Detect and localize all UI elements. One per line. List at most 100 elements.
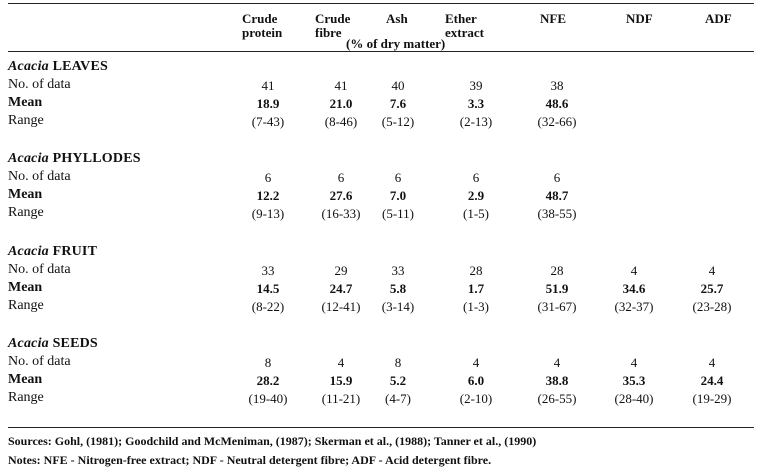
table-cell: 25.7	[700, 281, 724, 296]
table-cell: 34.6	[622, 281, 646, 296]
table-cell: 4	[472, 355, 480, 370]
table-cell: (4-7)	[385, 391, 411, 406]
col-header-line: Crude	[242, 11, 278, 26]
col-header-ash: Ash	[386, 12, 408, 26]
table-cell: (2-13)	[459, 114, 493, 129]
col-header-line: fibre	[315, 25, 342, 40]
table-cell: (28-40)	[614, 391, 654, 406]
section-part: SEEDS	[52, 336, 98, 351]
table-cell: (16-33)	[321, 206, 361, 221]
col-header-line: NFE	[540, 11, 566, 26]
table-cell: 5.8	[389, 281, 407, 296]
table-cell: 4	[553, 355, 561, 370]
table-cell: (19-29)	[692, 391, 732, 406]
table-cell: (5-11)	[381, 206, 414, 221]
table-cell: (38-55)	[537, 206, 577, 221]
table-cell: 29	[334, 263, 348, 278]
sources-note: Sources: Gohl, (1981); Goodchild and McM…	[8, 434, 537, 448]
bottom-rule	[8, 427, 754, 428]
units-note: (% of dry matter)	[346, 36, 446, 51]
row-label: Mean	[8, 280, 43, 295]
table-cell: 5.2	[389, 373, 407, 388]
table-cell: 6	[264, 170, 272, 185]
row-label: Mean	[8, 187, 43, 202]
row-label: Mean	[8, 95, 43, 110]
table-cell: 51.9	[545, 281, 569, 296]
table-cell: 6	[472, 170, 480, 185]
section-genus: Acacia	[8, 151, 49, 166]
col-header-adf: ADF	[705, 12, 732, 26]
section-genus: Acacia	[8, 59, 49, 74]
col-header-ndf: NDF	[626, 12, 653, 26]
table-cell: 4	[630, 263, 638, 278]
col-header-crude-protein: Crude protein	[242, 12, 282, 40]
table-cell: 33	[261, 263, 275, 278]
table-cell: 6.0	[467, 373, 485, 388]
section-title: Acacia LEAVES	[8, 59, 108, 75]
col-header-line: Crude	[315, 11, 351, 26]
table-cell: (5-12)	[381, 114, 415, 129]
table-cell: 14.5	[256, 281, 280, 296]
table-cell: 33	[391, 263, 405, 278]
table-cell: 41	[261, 78, 275, 93]
col-header-crude-fibre: Crude fibre	[315, 12, 350, 40]
top-rule	[8, 3, 754, 4]
header-rule	[8, 51, 754, 52]
col-header-ether-extract: Ether extract	[445, 12, 484, 40]
table-cell: 24.7	[329, 281, 353, 296]
abbreviations-note: Notes: NFE - Nitrogen-free extract; NDF …	[8, 453, 492, 467]
table-cell: (2-10)	[459, 391, 493, 406]
table-cell: 41	[334, 78, 348, 93]
table-header: Crude protein Crude fibre Ash Ether extr…	[0, 6, 765, 52]
table-cell: (1-5)	[463, 206, 489, 221]
row-label: No. of data	[8, 77, 71, 92]
table-cell: 39	[469, 78, 483, 93]
row-label: No. of data	[8, 354, 71, 369]
table-cell: 28.2	[256, 373, 280, 388]
row-label: Range	[8, 113, 44, 128]
row-label: Range	[8, 298, 44, 313]
table-cell: 1.7	[467, 281, 485, 296]
table-cell: 4	[708, 355, 716, 370]
row-label: No. of data	[8, 262, 71, 277]
table-cell: 27.6	[329, 188, 353, 203]
table-cell: (32-66)	[537, 114, 577, 129]
table-cell: 7.0	[389, 188, 407, 203]
table-cell: (8-22)	[251, 299, 285, 314]
col-header-line: Ash	[386, 11, 408, 26]
section-part: FRUIT	[52, 244, 98, 259]
row-label: Mean	[8, 372, 43, 387]
section-part: PHYLLODES	[52, 151, 141, 166]
col-header-line: protein	[242, 25, 283, 40]
table-cell: 38	[550, 78, 564, 93]
section-title: Acacia PHYLLODES	[8, 151, 141, 167]
table-cell: (26-55)	[537, 391, 577, 406]
table-cell: 7.6	[389, 96, 407, 111]
table-cell: (7-43)	[251, 114, 285, 129]
row-label: Range	[8, 390, 44, 405]
table-cell: 4	[630, 355, 638, 370]
table-cell: 4	[337, 355, 345, 370]
table-cell: 40	[391, 78, 405, 93]
table-cell: (8-46)	[324, 114, 358, 129]
table-cell: 48.7	[545, 188, 569, 203]
section-part: LEAVES	[52, 59, 108, 74]
table-cell: (31-67)	[537, 299, 577, 314]
table-cell: 35.3	[622, 373, 646, 388]
table-cell: 38.8	[545, 373, 569, 388]
table-cell: 6	[394, 170, 402, 185]
table-cell: 2.9	[467, 188, 485, 203]
table-cell: (9-13)	[251, 206, 285, 221]
table-cell: 4	[708, 263, 716, 278]
table-cell: (11-21)	[321, 391, 361, 406]
table-cell: 18.9	[256, 96, 280, 111]
table-cell: (19-40)	[248, 391, 288, 406]
table-cell: 8	[264, 355, 272, 370]
table-cell: (12-41)	[321, 299, 361, 314]
table-cell: 28	[469, 263, 483, 278]
table-cell: (1-3)	[463, 299, 489, 314]
table-cell: 48.6	[545, 96, 569, 111]
col-header-line: ADF	[705, 11, 732, 26]
table-cell: 24.4	[700, 373, 724, 388]
